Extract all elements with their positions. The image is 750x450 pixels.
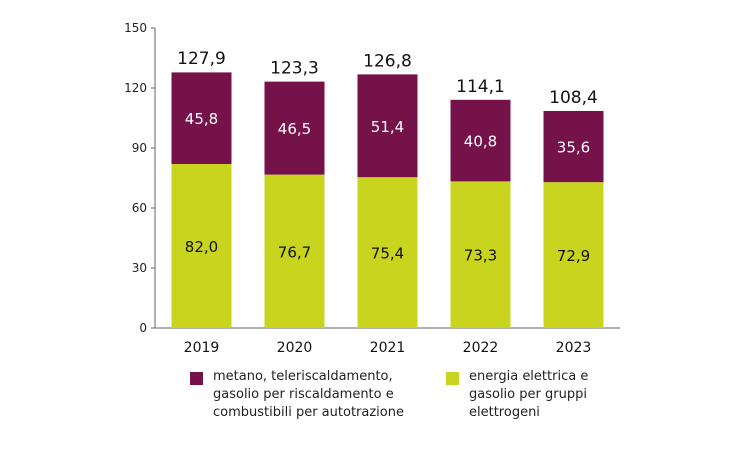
bar-value-label: 72,9 bbox=[557, 247, 590, 265]
bar-segment-metano bbox=[264, 81, 325, 175]
x-tick-label: 2022 bbox=[463, 340, 499, 356]
legend-label-line: elettrogeni bbox=[469, 405, 540, 420]
bar-segment-energia bbox=[264, 174, 325, 328]
y-tick-label: 30 bbox=[132, 261, 147, 275]
bar-segment-metano bbox=[171, 72, 232, 164]
bar-value-label: 46,5 bbox=[278, 120, 311, 138]
x-tick-label: 2020 bbox=[277, 340, 313, 356]
bar-total-label: 108,4 bbox=[549, 88, 598, 108]
bar-value-label: 76,7 bbox=[278, 243, 311, 261]
bar-total-label: 127,9 bbox=[177, 49, 226, 69]
bar-total-label: 126,8 bbox=[363, 51, 412, 71]
legend-label-line: gasolio per riscaldamento e bbox=[213, 387, 394, 402]
legend-item-metano: metano, teleriscaldamento, gasolio per r… bbox=[190, 368, 404, 422]
x-tick-label: 2021 bbox=[370, 340, 406, 356]
legend-label-line: energia elettrica e bbox=[469, 369, 589, 384]
y-tick-label: 120 bbox=[124, 81, 147, 95]
y-tick-label: 150 bbox=[124, 21, 147, 35]
bar-value-label: 51,4 bbox=[371, 118, 404, 136]
y-tick-label: 60 bbox=[132, 201, 147, 215]
bar-value-label: 45,8 bbox=[185, 110, 218, 128]
legend-label-line: gasolio per gruppi bbox=[469, 387, 587, 402]
x-tick-label: 2019 bbox=[184, 340, 220, 356]
y-tick-label: 0 bbox=[139, 321, 147, 335]
bar-value-label: 35,6 bbox=[557, 139, 590, 157]
bar-value-label: 73,3 bbox=[464, 247, 497, 265]
bar-segment-energia bbox=[357, 177, 418, 328]
legend-item-energia: energia elettrica e gasolio per gruppi e… bbox=[446, 368, 588, 422]
bar-value-label: 75,4 bbox=[371, 245, 404, 263]
bar-total-label: 114,1 bbox=[456, 77, 505, 97]
bar-total-label: 123,3 bbox=[270, 58, 319, 78]
x-tick-label: 2023 bbox=[556, 340, 592, 356]
bar-segment-metano bbox=[543, 111, 604, 183]
legend-swatch-energia bbox=[446, 372, 459, 385]
legend-swatch-metano bbox=[190, 372, 203, 385]
bar-segment-energia bbox=[450, 181, 511, 328]
legend-label-energia: energia elettrica e gasolio per gruppi e… bbox=[469, 368, 588, 422]
bar-segment-energia bbox=[543, 182, 604, 328]
legend-label-line: combustibili per autotrazione bbox=[213, 405, 404, 420]
bar-segment-energia bbox=[171, 164, 232, 328]
bar-segment-metano bbox=[357, 74, 418, 178]
bar-segment-metano bbox=[450, 99, 511, 182]
legend-label-line: metano, teleriscaldamento, bbox=[213, 369, 393, 384]
legend-label-metano: metano, teleriscaldamento, gasolio per r… bbox=[213, 368, 404, 422]
bar-value-label: 82,0 bbox=[185, 238, 218, 256]
y-tick-label: 90 bbox=[132, 141, 147, 155]
bar-value-label: 40,8 bbox=[464, 133, 497, 151]
